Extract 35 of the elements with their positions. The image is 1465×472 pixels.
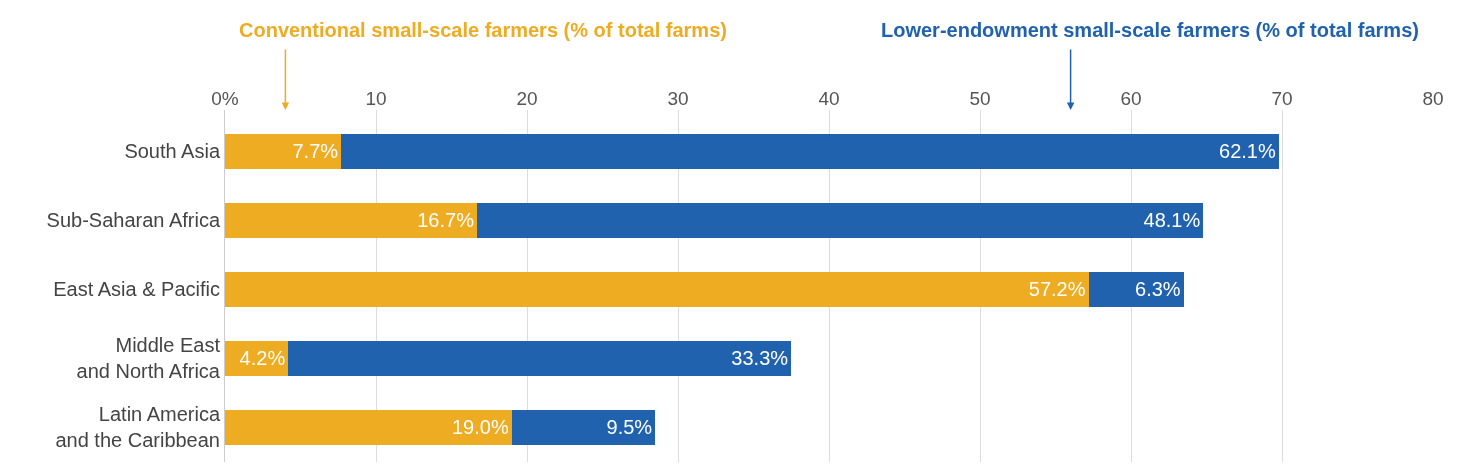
data-label: 19.0% xyxy=(451,416,509,439)
bar xyxy=(225,203,478,238)
bar xyxy=(225,134,342,169)
bar xyxy=(225,410,512,445)
x-tick-label: 80 xyxy=(1422,88,1444,110)
x-tick-label: 40 xyxy=(818,88,840,110)
y-tick-label: South Asia xyxy=(124,140,221,163)
x-tick-label: 50 xyxy=(969,88,991,110)
y-tick-label: East Asia & Pacific xyxy=(53,278,220,301)
data-label: 4.2% xyxy=(239,347,286,370)
x-tick-label: 20 xyxy=(516,88,538,110)
y-tick-label: Sub-Saharan Africa xyxy=(46,209,221,232)
y-tick-label: Middle East and North Africa xyxy=(76,334,221,383)
bar xyxy=(341,134,1279,169)
data-label: 9.5% xyxy=(606,416,653,439)
y-tick-label: Latin America and the Caribbean xyxy=(55,403,221,452)
x-tick-label: 60 xyxy=(1120,88,1142,110)
bar xyxy=(511,410,656,445)
bar xyxy=(1088,272,1184,307)
bar xyxy=(225,272,1089,307)
data-label: 57.2% xyxy=(1028,278,1086,301)
data-label: 16.7% xyxy=(417,209,475,232)
x-tick-label: 0% xyxy=(211,88,239,110)
text: Lower-endowment small-scale farmers (% of total farms) xyxy=(881,19,1419,41)
x-tick-label: 70 xyxy=(1271,88,1293,110)
data-label: 48.1% xyxy=(1143,209,1201,232)
bar xyxy=(288,341,792,376)
data-label: 7.7% xyxy=(292,140,339,163)
text: Conventional small-scale farmers (% of total farms) xyxy=(239,19,727,41)
x-tick-label: 30 xyxy=(667,88,689,110)
bar xyxy=(477,203,1204,238)
data-label: 62.1% xyxy=(1219,140,1276,163)
data-label: 33.3% xyxy=(731,347,789,370)
data-label: 6.3% xyxy=(1135,278,1181,301)
x-tick-label: 10 xyxy=(365,88,387,110)
